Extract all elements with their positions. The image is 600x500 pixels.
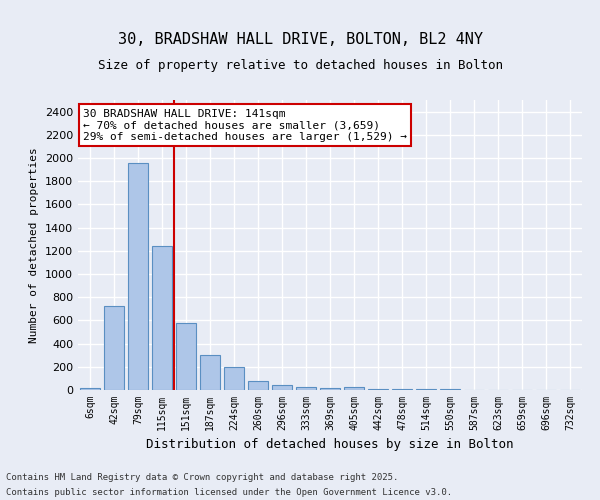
Text: Size of property relative to detached houses in Bolton: Size of property relative to detached ho… [97,58,503,71]
Text: 30 BRADSHAW HALL DRIVE: 141sqm
← 70% of detached houses are smaller (3,659)
29% : 30 BRADSHAW HALL DRIVE: 141sqm ← 70% of … [83,108,407,142]
Bar [224,367,244,390]
Text: Contains public sector information licensed under the Open Government Licence v3: Contains public sector information licen… [6,488,452,497]
Y-axis label: Number of detached properties: Number of detached properties [29,147,40,343]
Text: 30, BRADSHAW HALL DRIVE, BOLTON, BL2 4NY: 30, BRADSHAW HALL DRIVE, BOLTON, BL2 4NY [118,32,482,48]
Bar [296,386,316,390]
Bar [344,386,364,390]
Bar [176,324,196,390]
Bar [320,388,340,390]
Bar [104,306,124,390]
Text: Contains HM Land Registry data © Crown copyright and database right 2025.: Contains HM Land Registry data © Crown c… [6,473,398,482]
Bar [152,246,172,390]
Bar [248,382,268,390]
Bar [128,162,148,390]
X-axis label: Distribution of detached houses by size in Bolton: Distribution of detached houses by size … [146,438,514,452]
Bar [80,388,100,390]
Bar [272,386,292,390]
Bar [200,354,220,390]
